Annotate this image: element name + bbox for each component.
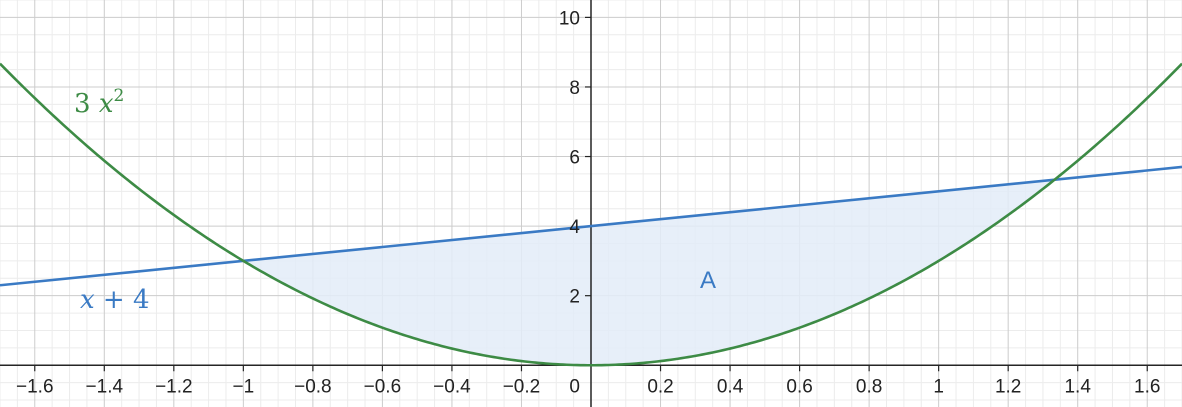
x-tick-label: −1.6 bbox=[16, 376, 54, 397]
parabola-series-3x2 bbox=[0, 62, 1182, 367]
parabola-label-coefficient: 3 bbox=[74, 89, 99, 119]
x-tick-label: −1.2 bbox=[155, 376, 193, 397]
region-a-label: A bbox=[700, 267, 716, 294]
x-tick-label: 0.6 bbox=[786, 376, 812, 397]
parabola-label-exponent: 2 bbox=[113, 86, 124, 106]
parabola-label-variable: x bbox=[99, 89, 114, 119]
line-label: x + 4 bbox=[80, 285, 150, 315]
x-tick-label: −0.6 bbox=[364, 376, 402, 397]
y-tick-label: 2 bbox=[569, 287, 580, 308]
y-tick-label: 6 bbox=[569, 148, 580, 169]
y-tick-label: 10 bbox=[559, 8, 580, 29]
x-tick-label: 0.8 bbox=[856, 376, 882, 397]
origin-label: 0 bbox=[569, 376, 580, 397]
parabola-label: 3 x2 bbox=[74, 86, 124, 119]
x-tick-label: 1.4 bbox=[1064, 376, 1091, 397]
x-tick-label: −0.4 bbox=[433, 376, 471, 397]
x-tick-label: 0.4 bbox=[717, 376, 744, 397]
x-tick-label: 0.2 bbox=[647, 376, 673, 397]
x-tick-label: −1.4 bbox=[86, 376, 124, 397]
tick-labels: −1.6 −1.4 −1.2 −1 −0.8 −0.6 −0.4 −0.2 0.2 0.4 0.6 0… bbox=[16, 8, 1160, 397]
x-tick-label: 1 bbox=[933, 376, 944, 397]
line-label-constant: + 4 bbox=[95, 285, 150, 315]
y-tick-label: 4 bbox=[569, 217, 580, 238]
y-tick-label: 8 bbox=[569, 78, 580, 99]
x-tick-label: 1.2 bbox=[995, 376, 1021, 397]
line-label-variable: x bbox=[80, 285, 95, 315]
x-tick-label: −1 bbox=[233, 376, 255, 397]
x-tick-label: −0.8 bbox=[294, 376, 332, 397]
x-tick-label: 1.6 bbox=[1134, 376, 1160, 397]
x-tick-label: −0.2 bbox=[503, 376, 541, 397]
region-a-area bbox=[243, 179, 1055, 366]
line-series-x-plus-4 bbox=[0, 165, 1182, 287]
